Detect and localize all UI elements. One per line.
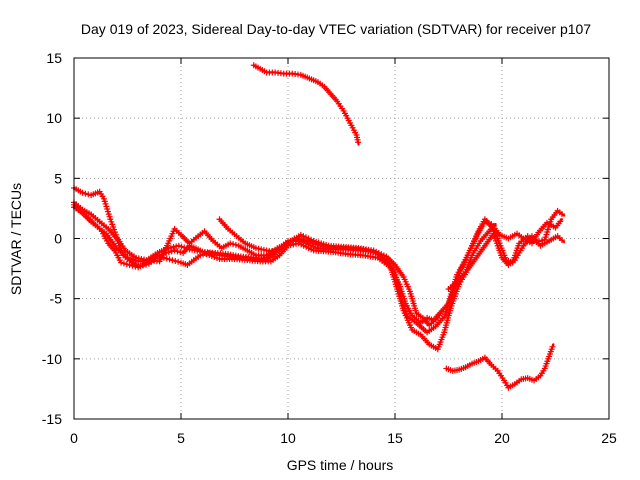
series-trace-3 — [71, 201, 566, 326]
x-tick-label: 15 — [387, 430, 403, 446]
series-trace-6 — [445, 222, 497, 293]
data-point-marker — [255, 245, 262, 252]
data-point-marker — [202, 250, 209, 257]
data-point-marker — [557, 218, 564, 225]
chart-title: Day 019 of 2023, Sidereal Day-to-day VTE… — [81, 21, 591, 37]
data-point-marker — [120, 260, 127, 267]
data-point-marker — [211, 251, 218, 258]
data-point-marker — [533, 239, 540, 246]
data-point-marker — [169, 257, 176, 264]
data-point-marker — [172, 257, 179, 264]
data-point-marker — [129, 262, 136, 269]
data-point-marker — [536, 238, 543, 245]
series-trace-7 — [250, 62, 362, 146]
data-point-marker — [175, 258, 182, 265]
data-point-marker — [200, 251, 207, 258]
data-point-marker — [549, 343, 556, 350]
data-point-marker — [170, 243, 177, 250]
data-point-marker — [227, 240, 234, 247]
data-point-marker — [558, 237, 565, 244]
series-trace-4 — [71, 204, 444, 329]
data-point-marker — [205, 249, 212, 256]
data-point-marker — [168, 248, 175, 255]
x-tick-label: 20 — [494, 430, 510, 446]
x-tick-label: 10 — [280, 430, 296, 446]
data-point-marker — [490, 222, 497, 229]
data-point-marker — [293, 240, 300, 247]
y-tick-label: 0 — [54, 231, 62, 247]
data-point-marker — [230, 241, 237, 248]
data-point-marker — [118, 259, 125, 266]
data-point-marker — [123, 261, 130, 268]
x-tick-label: 0 — [70, 430, 78, 446]
data-point-marker — [558, 211, 565, 218]
data-point-marker — [178, 243, 185, 250]
data-point-marker — [355, 139, 362, 146]
data-point-marker — [82, 190, 89, 197]
x-axis-label: GPS time / hours — [287, 457, 394, 473]
axis-ticks: 0 5 10 15 20 25 -15 -10 -5 0 5 10 15 — [42, 50, 617, 446]
data-point-marker — [197, 252, 204, 259]
data-point-marker — [124, 254, 131, 261]
data-point-marker — [260, 246, 267, 253]
data-point-marker — [129, 256, 136, 263]
series-trace-5 — [216, 216, 279, 255]
y-tick-label: 5 — [54, 170, 62, 186]
data-point-marker — [252, 245, 259, 252]
data-point-marker — [213, 251, 220, 258]
data-point-marker — [163, 255, 170, 262]
data-point-marker — [271, 248, 278, 255]
y-tick-label: -15 — [42, 411, 62, 427]
y-tick-label: 15 — [46, 50, 62, 66]
data-point-marker — [232, 241, 239, 248]
y-tick-label: -5 — [50, 291, 63, 307]
y-tick-label: 10 — [46, 110, 62, 126]
data-point-marker — [175, 242, 182, 249]
data-point-marker — [166, 256, 173, 263]
x-tick-label: 5 — [177, 430, 185, 446]
data-point-marker — [126, 261, 133, 268]
data-point-marker — [208, 250, 215, 257]
data-point-marker — [171, 247, 178, 254]
y-tick-label: -10 — [42, 351, 62, 367]
x-tick-label: 25 — [601, 430, 617, 446]
data-point-marker — [173, 243, 180, 250]
data-point-marker — [437, 310, 444, 317]
data-point-marker — [538, 237, 545, 244]
data-point-marker — [290, 241, 297, 248]
series-trace-8 — [443, 343, 556, 391]
data-point-marker — [79, 189, 86, 196]
data-point-marker — [177, 249, 184, 256]
data-point-marker — [132, 257, 139, 264]
data-traces — [71, 62, 566, 391]
y-axis-label: SDTVAR / TECUs — [8, 183, 24, 295]
data-point-marker — [258, 246, 265, 253]
data-point-marker — [174, 248, 181, 255]
data-point-marker — [127, 255, 134, 262]
series-line — [445, 343, 555, 389]
data-point-marker — [152, 252, 159, 259]
